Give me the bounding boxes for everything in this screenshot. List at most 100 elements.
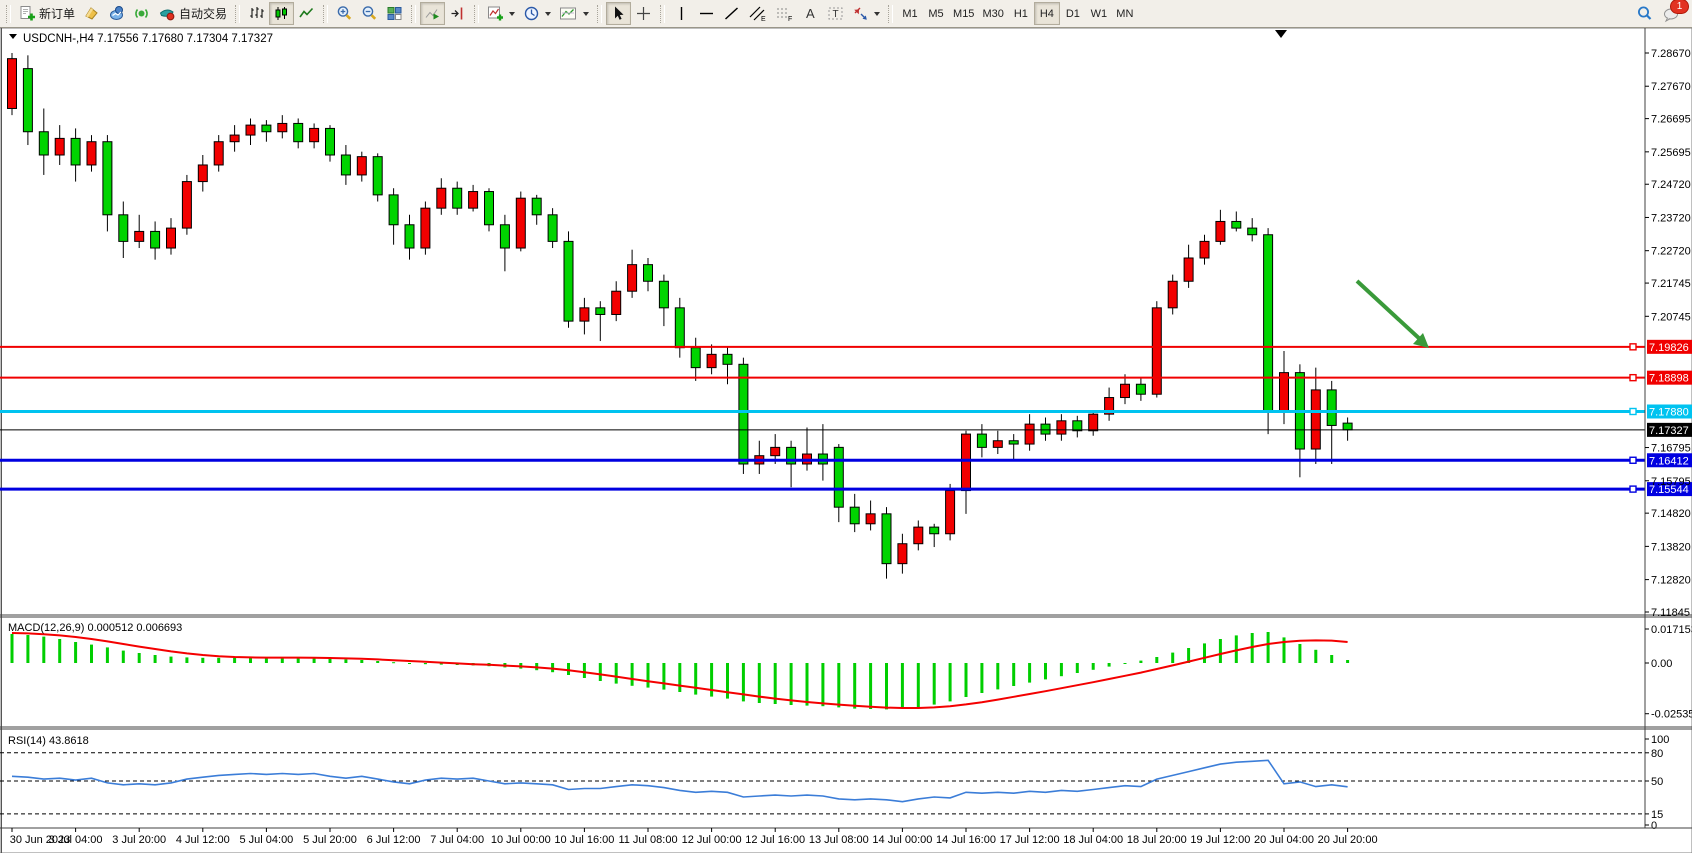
horizontal-line-button[interactable]	[694, 2, 719, 25]
hline-marker[interactable]	[1629, 343, 1637, 351]
macd-histogram-bar	[662, 663, 666, 690]
time-tick-label: 5 Jul 20:00	[303, 834, 357, 846]
arrows-button[interactable]	[848, 2, 884, 25]
auto-scroll-button[interactable]	[420, 2, 446, 25]
candle-bullish	[1167, 280, 1178, 309]
templates-button[interactable]	[555, 2, 593, 25]
text-label-button[interactable]: T	[823, 2, 848, 25]
macd-tick-label: 0.00	[1651, 658, 1672, 670]
time-tick-label: 20 Jul 04:00	[1254, 834, 1314, 846]
price-axis[interactable]: 7.28670 7.27670 7.26695 7.25695 7.24720 7.237…	[1644, 28, 1692, 832]
crosshair-button[interactable]	[631, 2, 656, 25]
macd-histogram-bar	[1028, 663, 1032, 683]
time-tick-label: 12 Jul 00:00	[682, 834, 742, 846]
line-chart-button[interactable]	[294, 2, 319, 25]
macd-histogram-bar	[312, 658, 316, 663]
vertical-line-button[interactable]	[669, 2, 694, 25]
timeframe-d1-button[interactable]: D1	[1060, 2, 1086, 25]
timeframe-m5-button[interactable]: M5	[923, 2, 949, 25]
vertical-line-icon	[680, 7, 683, 20]
time-tick-label: 13 Jul 08:00	[809, 834, 869, 846]
timeframe-m1-button[interactable]: M1	[897, 2, 923, 25]
bar-chart-button[interactable]	[244, 2, 269, 25]
timeframe-h4-button[interactable]: H4	[1033, 2, 1060, 25]
periods-button[interactable]	[519, 2, 555, 25]
macd-histogram-bar	[964, 663, 968, 697]
timeframe-m15-button[interactable]: M15	[949, 2, 978, 25]
rsi-panel[interactable]: RSI(14) 43.8618	[0, 735, 1645, 815]
zoom-out-button[interactable]	[357, 2, 382, 25]
timeframe-mn-button[interactable]: MN	[1112, 2, 1138, 25]
hline-marker[interactable]	[1629, 485, 1637, 493]
market-watch-button[interactable]	[104, 2, 129, 25]
zoom-in-button[interactable]	[332, 2, 357, 25]
candle-bullish	[1120, 383, 1130, 399]
signal-button[interactable]	[129, 2, 154, 25]
candle-bearish	[261, 124, 272, 133]
macd-histogram-bar	[1314, 649, 1318, 663]
new-order-button[interactable]: 新订单	[15, 2, 79, 25]
price-badge	[1647, 422, 1692, 437]
text-button[interactable]: A	[798, 2, 823, 25]
macd-histogram-bar	[423, 663, 427, 665]
price-tick-label: 7.12820	[1651, 575, 1691, 587]
macd-histogram-bar	[853, 663, 857, 709]
macd-histogram-bar	[773, 663, 777, 704]
dropdown-caret	[874, 11, 881, 16]
symbol-dropdown-icon[interactable]	[9, 34, 17, 39]
cursor-button[interactable]	[606, 2, 632, 25]
toolbar-right-group: 1	[1632, 0, 1689, 25]
macd-histogram-bar	[42, 636, 46, 663]
cursor-icon	[615, 6, 624, 20]
candle-bullish	[945, 490, 956, 535]
history-center-button[interactable]	[79, 2, 104, 25]
zoom-in-icon	[337, 6, 352, 20]
price-tick-label: 7.26695	[1651, 114, 1691, 126]
macd-histogram-bar	[1346, 660, 1350, 663]
candle-bearish	[929, 526, 940, 535]
macd-panel[interactable]: MACD(12,26,9) 0.000512 0.006693	[8, 622, 1350, 710]
history-center-icon	[85, 7, 98, 20]
macd-signal-line	[11, 632, 1348, 709]
macd-histogram-bar	[153, 655, 157, 663]
timeframe-h1-button[interactable]: H1	[1008, 2, 1034, 25]
macd-histogram-bar	[1044, 663, 1047, 680]
candlestick-chart-button[interactable]	[269, 2, 295, 25]
hline-marker[interactable]	[1629, 456, 1637, 464]
hline-marker[interactable]	[1629, 407, 1637, 416]
fibonacci-button[interactable]: F	[771, 2, 798, 25]
add-indicator-button[interactable]	[483, 2, 519, 25]
chart-plot-area[interactable]	[2, 44, 1645, 614]
candle-bearish	[722, 353, 733, 365]
macd-histogram-bar	[741, 663, 745, 702]
equidistant-channel-button[interactable]: E	[744, 2, 771, 25]
candle-bearish	[1008, 440, 1019, 445]
candle-bullish	[627, 264, 638, 292]
macd-histogram-bar	[678, 663, 682, 692]
price-badge	[1647, 339, 1692, 354]
macd-histogram-bar	[1187, 648, 1191, 663]
search-button[interactable]	[1632, 2, 1658, 25]
candle-bullish	[515, 197, 526, 249]
macd-histogram-bar	[821, 663, 825, 707]
timeframe-w1-button[interactable]: W1	[1086, 2, 1112, 25]
tile-windows-button[interactable]	[382, 2, 407, 25]
candle-bearish	[1247, 227, 1258, 236]
macd-histogram-bar	[726, 663, 729, 699]
trendline-button[interactable]	[719, 2, 744, 25]
community-button[interactable]: 1	[1658, 0, 1689, 25]
candle-bearish	[976, 433, 987, 448]
candle-bearish	[531, 197, 542, 216]
annotation-arrow[interactable]	[1355, 279, 1429, 348]
text-icon: A	[806, 6, 815, 21]
chart-shift-button[interactable]	[445, 2, 470, 25]
chart-canvas[interactable]: 7.19826 7.18898 7.17880 7.17327 7.16412 7.155…	[0, 28, 1692, 853]
candle-bearish	[118, 214, 129, 242]
autotrading-button[interactable]: 自动交易	[154, 2, 231, 25]
timeframe-m30-button[interactable]: M30	[978, 2, 1007, 25]
svg-text:F: F	[788, 16, 792, 22]
macd-histogram-bar	[1298, 644, 1302, 663]
hline-marker[interactable]	[1629, 373, 1637, 382]
